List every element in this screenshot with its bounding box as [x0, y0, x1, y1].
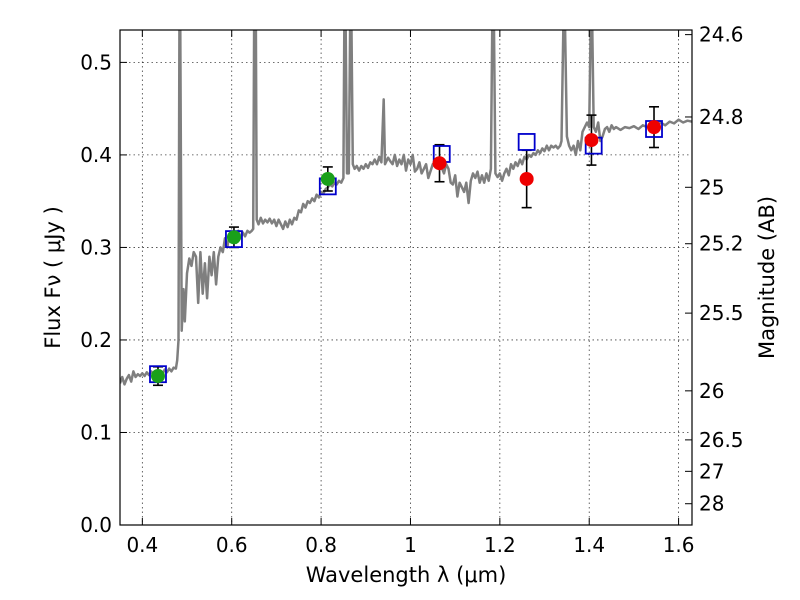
y-tick-label: 0.3 — [80, 235, 112, 259]
x-tick-label: 1 — [404, 533, 417, 557]
y-axis-label-left: Flux Fν ( μJy ) — [41, 206, 65, 349]
y-tick-label: 0.2 — [80, 328, 112, 352]
x-tick-label: 0.4 — [126, 533, 158, 557]
magnitude-tick-label: 25.2 — [699, 232, 744, 256]
nir-photometry-point — [647, 120, 662, 135]
x-tick-label: 1.6 — [663, 533, 695, 557]
magnitude-tick-label: 24.8 — [699, 105, 744, 129]
optical-photometry-point — [320, 171, 335, 186]
x-tick-label: 0.8 — [305, 533, 337, 557]
y-tick-label: 0.5 — [80, 50, 112, 74]
nir-photometry-point — [432, 156, 447, 171]
optical-photometry-point — [226, 230, 241, 245]
magnitude-tick-label: 25 — [699, 175, 724, 199]
plot-frame — [119, 29, 693, 526]
nir-photometry-point — [519, 171, 534, 186]
spectrum-layer — [120, 30, 692, 386]
model-photometry-square — [517, 133, 536, 151]
y-tick-label: 0.1 — [80, 420, 112, 444]
y-tick-label: 0.4 — [80, 143, 112, 167]
magnitude-tick-label: 25.5 — [699, 301, 744, 325]
x-tick-label: 1.4 — [573, 533, 605, 557]
optical-photometry-point — [150, 369, 165, 384]
y-axis-label-right: Magnitude (AB) — [755, 196, 779, 359]
magnitude-tick-label: 26 — [699, 379, 724, 403]
x-axis-label: Wavelength λ (μm) — [306, 563, 507, 587]
spectrum-line — [120, 30, 692, 386]
tick-layer: 0.4 0.6 0.8 1 1.2 1.4 1.6 0.0 0.1 0.2 0.3 0.4 0.5 24.… — [80, 23, 743, 557]
x-tick-label: 0.6 — [216, 533, 248, 557]
marker-layer — [149, 105, 663, 387]
nir-photometry-point — [584, 133, 599, 148]
magnitude-tick-label: 27 — [699, 459, 724, 483]
magnitude-tick-label: 24.6 — [699, 23, 744, 47]
y-tick-label: 0.0 — [80, 513, 112, 537]
x-tick-label: 1.2 — [484, 533, 516, 557]
magnitude-tick-label: 26.5 — [699, 428, 744, 452]
magnitude-tick-label: 28 — [699, 492, 724, 516]
